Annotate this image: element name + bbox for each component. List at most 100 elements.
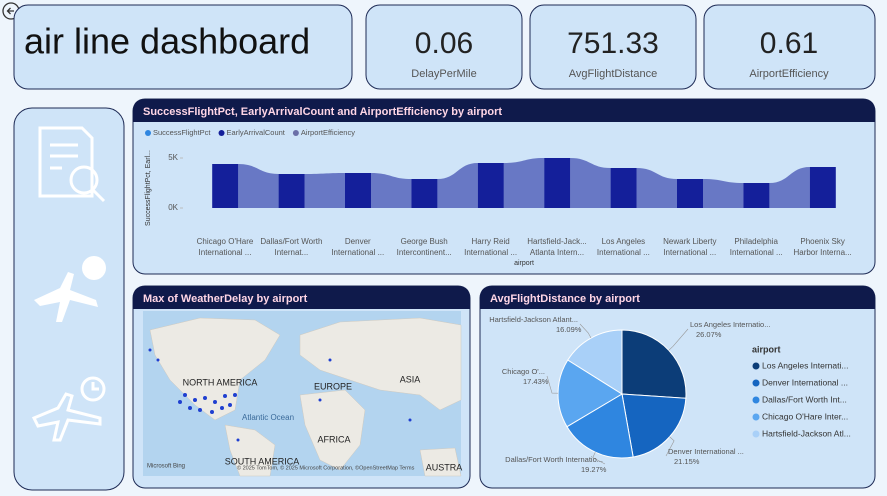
legend-marker — [145, 130, 151, 136]
legend-label: AirportEfficiency — [301, 128, 355, 137]
y-axis-label: SuccessFlightPct, Earl... — [145, 150, 152, 226]
slice-label: Denver International ... — [668, 447, 744, 456]
x-tick-label: Chicago O'Hare International ... — [196, 237, 254, 257]
card-header — [480, 286, 875, 309]
legend-label: SuccessFlightPct — [153, 128, 211, 137]
kpi-card — [529, 4, 697, 90]
bar — [677, 179, 703, 208]
leader-line — [579, 323, 592, 339]
pie-slice — [557, 359, 623, 428]
slice-value: 16.09% — [556, 325, 582, 334]
bar — [278, 174, 305, 208]
x-tick-label: Newark Liberty International ... — [663, 237, 717, 257]
map-land — [149, 317, 462, 477]
legend-marker — [752, 413, 760, 421]
slice-value: 17.43% — [523, 377, 549, 386]
ribbon — [503, 158, 545, 208]
slice-label: Hartsfield-Jackson Atlant... — [489, 315, 578, 324]
pie-slice — [621, 329, 687, 399]
legend-marker — [752, 430, 760, 438]
kpi-value: 751.33 — [567, 27, 659, 60]
ribbon — [304, 173, 345, 208]
legend-label: Dallas/Fort Worth Int... — [762, 394, 847, 404]
ribbon — [437, 163, 478, 208]
kpi-label: DelayPerMile — [411, 68, 476, 80]
slice-label: Chicago O'... — [502, 367, 545, 376]
bar — [411, 179, 438, 208]
map-label: Atlantic Ocean — [242, 413, 294, 422]
map-label: AUSTRA — [426, 462, 463, 472]
bar — [610, 168, 637, 208]
bar — [743, 183, 770, 208]
bar — [477, 163, 504, 208]
legend-label: EarlyArrivalCount — [227, 128, 286, 137]
ribbon — [769, 167, 810, 208]
chart-title: AvgFlightDistance by airport — [490, 293, 640, 305]
map-label: AFRICA — [317, 434, 350, 444]
card-header — [133, 286, 470, 309]
bar — [212, 164, 239, 208]
legend-label: Los Angeles Internati... — [762, 360, 848, 370]
map-label: SOUTH AMERICA — [225, 456, 300, 466]
map-brand: Microsoft Bing — [147, 464, 185, 470]
x-tick-label: Hartsfield-Jack... Atlanta Intern... — [527, 237, 587, 257]
slice-label: Dallas/Fort Worth Internatio... — [505, 455, 603, 464]
dashboard-title: air line dashboard — [24, 21, 310, 62]
card-header — [133, 99, 875, 122]
bar — [544, 158, 571, 208]
map-label: ASIA — [400, 374, 421, 384]
x-tick-label: George Bush Intercontinent... — [396, 237, 452, 257]
map-credits: © 2025 TomTom, © 2025 Microsoft Corporat… — [237, 464, 415, 471]
kpi-value: 0.61 — [760, 27, 818, 60]
legend-marker — [292, 130, 299, 136]
ribbon — [371, 173, 412, 208]
nav-icon[interactable] — [31, 376, 106, 442]
ribbon — [703, 179, 744, 208]
legend-label: Denver International ... — [762, 377, 848, 387]
x-axis-label: airport — [514, 260, 534, 267]
map-bubble — [148, 348, 412, 442]
x-tick-label: Harry Reid International ... — [464, 237, 518, 257]
x-tick-label: Los Angeles International ... — [596, 237, 650, 257]
legend-marker — [752, 379, 760, 387]
map-label: EUROPE — [314, 381, 352, 391]
map-label: NORTH AMERICA — [183, 377, 258, 387]
slice-value: 19.27% — [581, 465, 607, 474]
ribbon — [570, 158, 611, 208]
x-tick-label: Philadelphia International ... — [729, 237, 783, 257]
back-arrow — [6, 7, 14, 15]
ribbon — [636, 168, 677, 208]
bar — [345, 173, 371, 208]
chart-title: SuccessFlightPct, EarlyArrivalCount and … — [143, 106, 502, 118]
pie-slice — [566, 393, 634, 459]
pie-slice — [621, 393, 687, 458]
kpi-card — [365, 4, 523, 90]
legend-label: Chicago O'Hare Inter... — [762, 411, 848, 421]
legend-title: airport — [752, 344, 781, 354]
kpi-label: AirportEfficiency — [749, 68, 829, 80]
nav-icon[interactable] — [34, 256, 106, 322]
x-tick-label: Denver International ... — [331, 237, 385, 257]
leader-line — [668, 328, 689, 351]
leader-line — [592, 452, 606, 465]
title-card — [13, 4, 353, 90]
x-tick-label: Dallas/Fort Worth Internat... — [260, 237, 323, 257]
legend-label: Hartsfield-Jackson Atl... — [762, 428, 851, 438]
x-tick-label: Phoenix Sky Harbor Interna... — [793, 237, 852, 257]
kpi-value: 0.06 — [415, 27, 473, 60]
kpi-label: AvgFlightDistance — [569, 68, 657, 80]
legend-marker — [752, 396, 760, 404]
nav-icon[interactable] — [38, 126, 106, 203]
y-tick-label: 0K — [168, 203, 178, 212]
bar — [809, 167, 836, 208]
leader-line — [665, 436, 675, 457]
y-tick-label: 5K — [168, 153, 178, 162]
slice-value: 26.07% — [696, 330, 722, 339]
leader-line — [546, 375, 559, 394]
chart-title: Max of WeatherDelay by airport — [143, 293, 308, 305]
slice-value: 21.15% — [674, 457, 700, 466]
legend-marker — [752, 362, 760, 370]
legend-marker — [218, 130, 225, 136]
